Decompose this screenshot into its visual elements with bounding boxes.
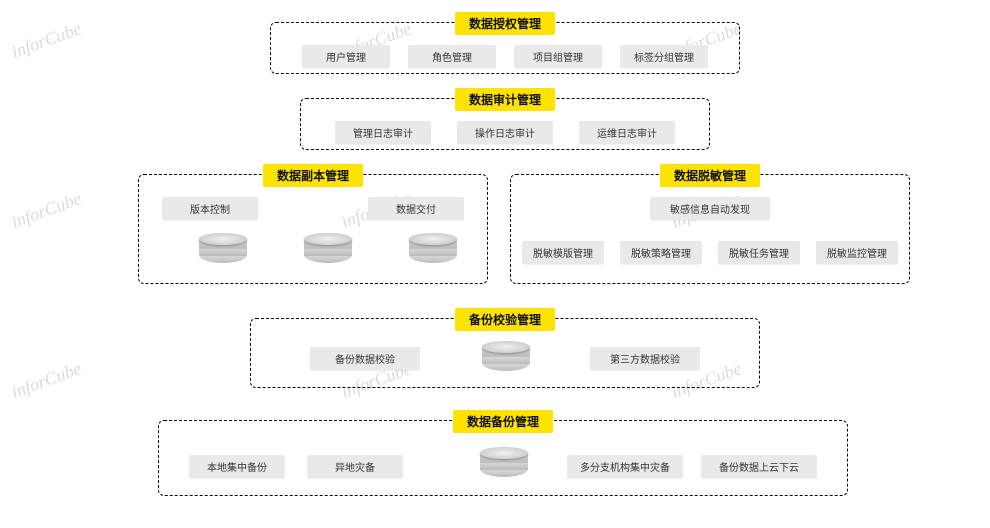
section-verify: 备份校验管理 备份数据校验 第三方数据校验 — [250, 318, 760, 388]
item-cloud-backup: 备份数据上云下云 — [701, 455, 817, 478]
section-copy-title: 数据副本管理 — [263, 164, 363, 187]
item-tag-mgmt: 标签分组管理 — [620, 45, 708, 68]
database-icon — [304, 233, 352, 263]
section-backup-row-right: 多分支机构集中灾备 备份数据上云下云 — [567, 455, 817, 478]
item-remote-backup: 异地灾备 — [307, 455, 403, 478]
item-user-mgmt: 用户管理 — [302, 45, 390, 68]
database-icon — [409, 233, 457, 263]
section-auth: 数据授权管理 用户管理 角色管理 项目组管理 标签分组管理 — [270, 22, 740, 74]
item-desens-template: 脱敏模版管理 — [522, 241, 604, 264]
item-sens-discover: 敏感信息自动发现 — [650, 197, 770, 220]
database-icon — [199, 233, 247, 263]
database-icon — [482, 341, 530, 371]
item-thirdparty-verify: 第三方数据校验 — [590, 347, 700, 370]
section-audit-title: 数据审计管理 — [455, 88, 555, 111]
section-auth-row: 用户管理 角色管理 项目组管理 标签分组管理 — [271, 45, 739, 68]
section-audit-row: 管理日志审计 操作日志审计 运维日志审计 — [301, 121, 709, 144]
section-auth-title: 数据授权管理 — [455, 12, 555, 35]
watermark-text: inforCube — [9, 18, 85, 63]
section-verify-title: 备份校验管理 — [455, 308, 555, 331]
section-backup: 数据备份管理 本地集中备份 异地灾备 多分支机构集中灾备 备份数据上云下云 — [158, 420, 848, 496]
item-admin-audit: 管理日志审计 — [335, 121, 431, 144]
item-desens-monitor: 脱敏监控管理 — [816, 241, 898, 264]
item-desens-policy: 脱敏策略管理 — [620, 241, 702, 264]
item-desens-task: 脱敏任务管理 — [718, 241, 800, 264]
watermark-text: inforCube — [9, 358, 85, 403]
item-backup-verify: 备份数据校验 — [310, 347, 420, 370]
section-desens-row-1: 敏感信息自动发现 — [511, 197, 909, 220]
item-local-backup: 本地集中备份 — [189, 455, 285, 478]
section-audit: 数据审计管理 管理日志审计 操作日志审计 运维日志审计 — [300, 98, 710, 150]
section-backup-title: 数据备份管理 — [453, 410, 553, 433]
section-backup-row-left: 本地集中备份 异地灾备 — [189, 455, 403, 478]
item-role-mgmt: 角色管理 — [408, 45, 496, 68]
item-version-ctrl: 版本控制 — [162, 197, 258, 220]
section-copy: 数据副本管理 版本控制 数据交付 — [138, 174, 488, 284]
item-project-mgmt: 项目组管理 — [514, 45, 602, 68]
section-copy-row: 版本控制 数据交付 — [139, 197, 487, 220]
watermark-text: inforCube — [9, 188, 85, 233]
database-icon — [480, 447, 528, 477]
item-ops-audit: 运维日志审计 — [579, 121, 675, 144]
section-desens-title: 数据脱敏管理 — [660, 164, 760, 187]
section-desens: 数据脱敏管理 敏感信息自动发现 脱敏模版管理 脱敏策略管理 脱敏任务管理 脱敏监… — [510, 174, 910, 284]
section-desens-row-2: 脱敏模版管理 脱敏策略管理 脱敏任务管理 脱敏监控管理 — [511, 241, 909, 264]
item-data-delivery: 数据交付 — [368, 197, 464, 220]
item-branch-backup: 多分支机构集中灾备 — [567, 455, 683, 478]
item-op-audit: 操作日志审计 — [457, 121, 553, 144]
